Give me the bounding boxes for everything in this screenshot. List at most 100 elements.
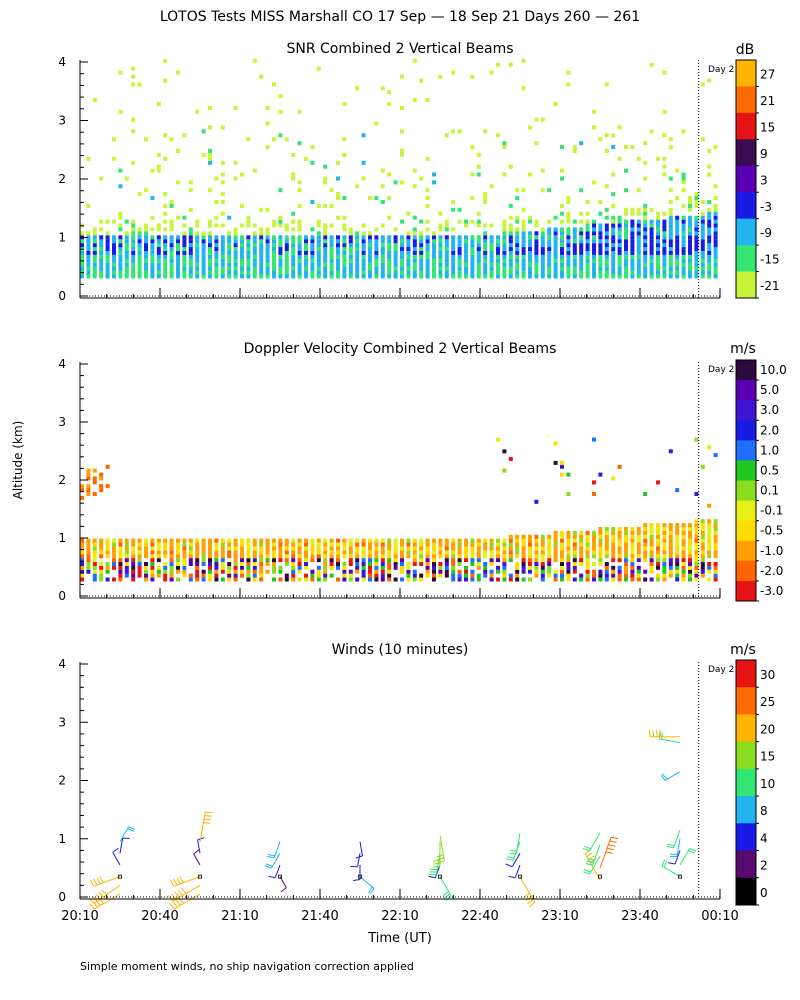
doppler-cell: [508, 558, 513, 563]
wind-barb-feather: [445, 895, 452, 901]
snr-cell: [521, 266, 526, 271]
doppler-cell: [291, 558, 296, 563]
snr-cell: [265, 235, 270, 240]
snr-colorbar-label: 21: [760, 94, 775, 108]
doppler-cell: [124, 550, 129, 555]
doppler-cell: [675, 523, 680, 528]
doppler-cell: [137, 546, 142, 551]
snr-cell: [291, 270, 296, 275]
doppler-cell: [668, 558, 673, 563]
snr-cell: [86, 231, 91, 236]
doppler-cell: [400, 542, 404, 547]
snr-cell: [163, 254, 168, 259]
snr-cell: [681, 254, 686, 259]
snr-cell: [528, 235, 532, 240]
doppler-cell: [297, 565, 302, 570]
snr-cell: [252, 235, 257, 240]
snr-cell: [105, 247, 110, 251]
doppler-cell: [80, 488, 84, 493]
snr-cell: [425, 156, 430, 161]
snr-cell: [99, 176, 104, 181]
snr-cell: [700, 254, 705, 259]
doppler-cell: [214, 562, 219, 566]
snr-cell: [348, 254, 353, 259]
snr-cell: [182, 258, 187, 263]
doppler-cell: [656, 527, 660, 531]
dop-colorbar-swatch: [736, 420, 756, 441]
doppler-cell: [707, 445, 712, 450]
doppler-cell: [252, 546, 257, 551]
snr-cell: [649, 239, 654, 244]
doppler-cell: [656, 538, 660, 543]
snr-cell: [604, 243, 609, 248]
snr-cell: [700, 211, 705, 216]
doppler-cell: [508, 538, 513, 543]
doppler-cell: [144, 565, 148, 570]
snr-cell: [144, 243, 148, 248]
doppler-cell: [675, 534, 680, 539]
snr-cell: [131, 250, 136, 255]
snr-cell: [163, 219, 168, 224]
snr-cell: [259, 235, 264, 240]
snr-cell: [489, 243, 494, 248]
snr-cell: [374, 243, 379, 248]
doppler-cell: [508, 534, 513, 539]
snr-cell: [438, 74, 443, 79]
snr-cell: [233, 160, 238, 165]
snr-cell: [412, 243, 417, 248]
snr-cell: [489, 70, 494, 75]
doppler-cell: [329, 554, 334, 559]
snr-cell: [675, 258, 680, 263]
snr-cell: [124, 270, 129, 275]
doppler-cell: [348, 546, 353, 551]
wind-barb: [509, 832, 521, 854]
snr-cell: [214, 247, 219, 251]
wind-barb-feather: [663, 860, 668, 868]
doppler-cell: [176, 542, 180, 547]
snr-cell: [528, 262, 532, 267]
snr-cell: [195, 266, 200, 271]
snr-cell: [201, 129, 206, 134]
snr-cell: [668, 200, 673, 204]
snr-cell: [483, 223, 488, 228]
snr-cell: [265, 105, 270, 110]
snr-cell: [694, 247, 699, 251]
wind-barb-shaft: [93, 876, 121, 887]
snr-cell: [393, 235, 398, 240]
wind-colorbar-label: 20: [760, 722, 775, 736]
snr-cell: [662, 133, 667, 138]
doppler-cell: [688, 577, 692, 582]
snr-cell: [598, 266, 603, 271]
snr-cell: [124, 262, 129, 267]
doppler-cell: [457, 546, 462, 551]
doppler-cell: [425, 542, 430, 547]
snr-cell: [156, 266, 161, 271]
snr-cell: [707, 219, 712, 224]
snr-cell: [470, 270, 475, 275]
snr-cell: [502, 247, 507, 251]
wind-barb-shaft: [679, 848, 690, 866]
wind-profile-origin: [118, 874, 122, 879]
snr-cell: [387, 247, 392, 251]
doppler-cell: [124, 562, 129, 566]
snr-cell: [617, 247, 622, 251]
doppler-cell: [604, 546, 609, 551]
snr-cell: [540, 247, 545, 251]
doppler-cell: [668, 554, 673, 559]
snr-cell: [553, 274, 558, 279]
wind-barb-feather: [169, 879, 175, 887]
doppler-cell: [604, 534, 609, 539]
snr-cell: [656, 274, 660, 279]
snr-cell: [208, 125, 212, 130]
x-tick-label: 23:40: [621, 909, 658, 924]
snr-cell: [265, 145, 270, 150]
snr-cell: [163, 250, 168, 255]
snr-cell: [534, 266, 539, 271]
x-tick-label: 20:10: [61, 909, 98, 924]
snr-cell: [348, 231, 353, 236]
snr-cell: [496, 62, 500, 67]
snr-cell: [553, 254, 558, 259]
snr-cell: [124, 250, 129, 255]
